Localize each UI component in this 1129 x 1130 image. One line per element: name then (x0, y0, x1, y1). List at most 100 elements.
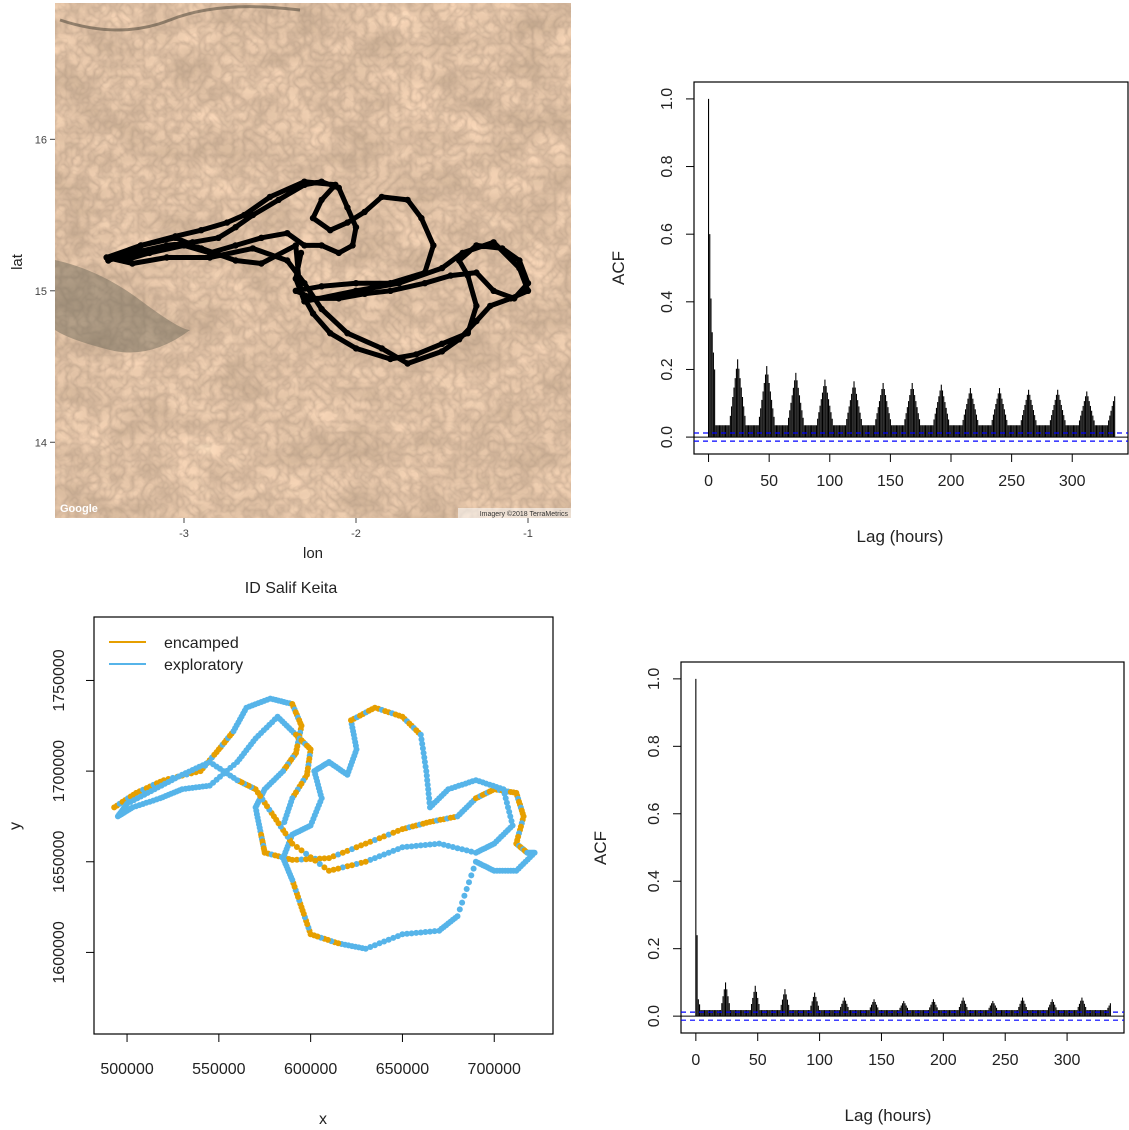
point-exploratory (399, 931, 406, 938)
track-point (335, 249, 342, 257)
point-exploratory (507, 813, 514, 820)
track-point (180, 242, 188, 249)
animal-track (103, 178, 532, 367)
track-point (344, 330, 351, 337)
track-point (232, 224, 239, 231)
point-exploratory (399, 844, 406, 851)
states-x-axis-label: x (319, 1111, 327, 1128)
point-exploratory (413, 842, 420, 849)
states-y-tick-label: 1750000 (51, 649, 68, 711)
acf-bottom-x-axis-label: Lag (hours) (845, 1106, 932, 1125)
acf-y-tick-label: 1.0 (646, 668, 663, 690)
acf-x-tick-label: 250 (998, 473, 1025, 490)
acf-x-tick-label: 300 (1059, 473, 1086, 490)
point-encamped (367, 838, 374, 845)
map-axes: -3 -2 -1 14 15 16 (35, 134, 533, 540)
track-point (418, 214, 425, 222)
map-y-tick-label: 14 (35, 437, 47, 449)
point-exploratory (472, 849, 479, 856)
point-exploratory (424, 777, 431, 784)
point-exploratory (456, 906, 463, 913)
map-x-tick-label: -3 (179, 528, 189, 540)
point-exploratory (466, 879, 472, 886)
map-caption: ID Salif Keita (245, 580, 338, 597)
map-x-axis-label: lon (303, 545, 323, 562)
acf-y-tick-label: 0.8 (659, 155, 676, 177)
point-encamped (293, 856, 300, 863)
acf-y-tick-label: 0.4 (659, 291, 676, 313)
track-point (327, 330, 334, 337)
acf-top-bars (694, 98, 1128, 442)
legend-label-exploratory: exploratory (164, 657, 243, 674)
point-encamped (358, 859, 365, 866)
point-exploratory (413, 929, 420, 936)
point-exploratory (468, 872, 475, 879)
states-y-tick-label: 1700000 (51, 740, 68, 802)
point-exploratory (501, 790, 508, 797)
track-point (137, 242, 145, 249)
states-y-tick-label: 1650000 (51, 831, 68, 893)
track-point (232, 257, 239, 264)
point-exploratory (394, 846, 401, 853)
acf-y-tick-label: 0.8 (646, 735, 663, 757)
track-point (232, 242, 239, 249)
point-exploratory (281, 819, 288, 826)
point-encamped (316, 855, 323, 862)
acf-bottom-y-axis-label: ACF (591, 831, 610, 865)
point-exploratory (424, 781, 431, 788)
point-encamped (394, 827, 401, 834)
acf-x-tick-label: 200 (938, 473, 965, 490)
states-legend: encamped exploratory (109, 635, 243, 674)
acf-y-tick-label: 0.6 (646, 803, 663, 825)
point-exploratory (408, 843, 415, 850)
states-x-tick-label: 500000 (100, 1061, 153, 1078)
acf-top-y-axis-label: ACF (609, 251, 628, 285)
point-encamped (293, 844, 300, 850)
track-point (344, 219, 351, 226)
map-attribution-text: Imagery ©2018 TerraMetrics (480, 510, 569, 518)
track-point (378, 345, 385, 352)
track-point (387, 280, 394, 287)
point-exploratory (371, 942, 378, 949)
track-point (447, 272, 454, 279)
point-exploratory (385, 849, 392, 856)
point-exploratory (431, 841, 438, 848)
acf-x-tick-label: 50 (760, 473, 778, 490)
point-encamped (381, 833, 388, 840)
track-point (301, 242, 308, 249)
point-exploratory (425, 790, 432, 797)
track-point (473, 242, 480, 249)
point-encamped (303, 856, 310, 863)
track-point (438, 340, 446, 347)
point-exploratory (298, 856, 305, 863)
track-point (223, 219, 231, 226)
point-exploratory (422, 929, 429, 935)
states-axes: 500000 550000 600000 650000 700000 1600000 165… (51, 649, 521, 1078)
track-point (438, 264, 446, 272)
point-encamped (344, 847, 351, 854)
track-point (490, 239, 497, 246)
acf-x-tick-label: 50 (749, 1052, 767, 1069)
map-y-tick-label: 15 (35, 286, 47, 298)
point-encamped (326, 867, 332, 874)
track-point (438, 348, 446, 355)
point-encamped (362, 858, 369, 865)
river-feature (59, 5, 301, 32)
point-exploratory (470, 865, 477, 872)
track-point (309, 214, 317, 222)
acf-y-tick-label: 0.0 (646, 1005, 663, 1027)
point-exploratory (463, 886, 470, 892)
track-point (473, 317, 480, 325)
track-point (292, 275, 299, 282)
track-point (296, 280, 303, 287)
track-point (163, 242, 170, 249)
point-exploratory (472, 858, 479, 865)
map-x-tick-label: -2 (351, 528, 361, 540)
track-point (404, 196, 411, 204)
track-point (361, 208, 368, 216)
track-point (301, 280, 308, 287)
track-point (120, 257, 128, 264)
track-point (464, 272, 471, 279)
acf-x-tick-label: 200 (930, 1052, 957, 1069)
